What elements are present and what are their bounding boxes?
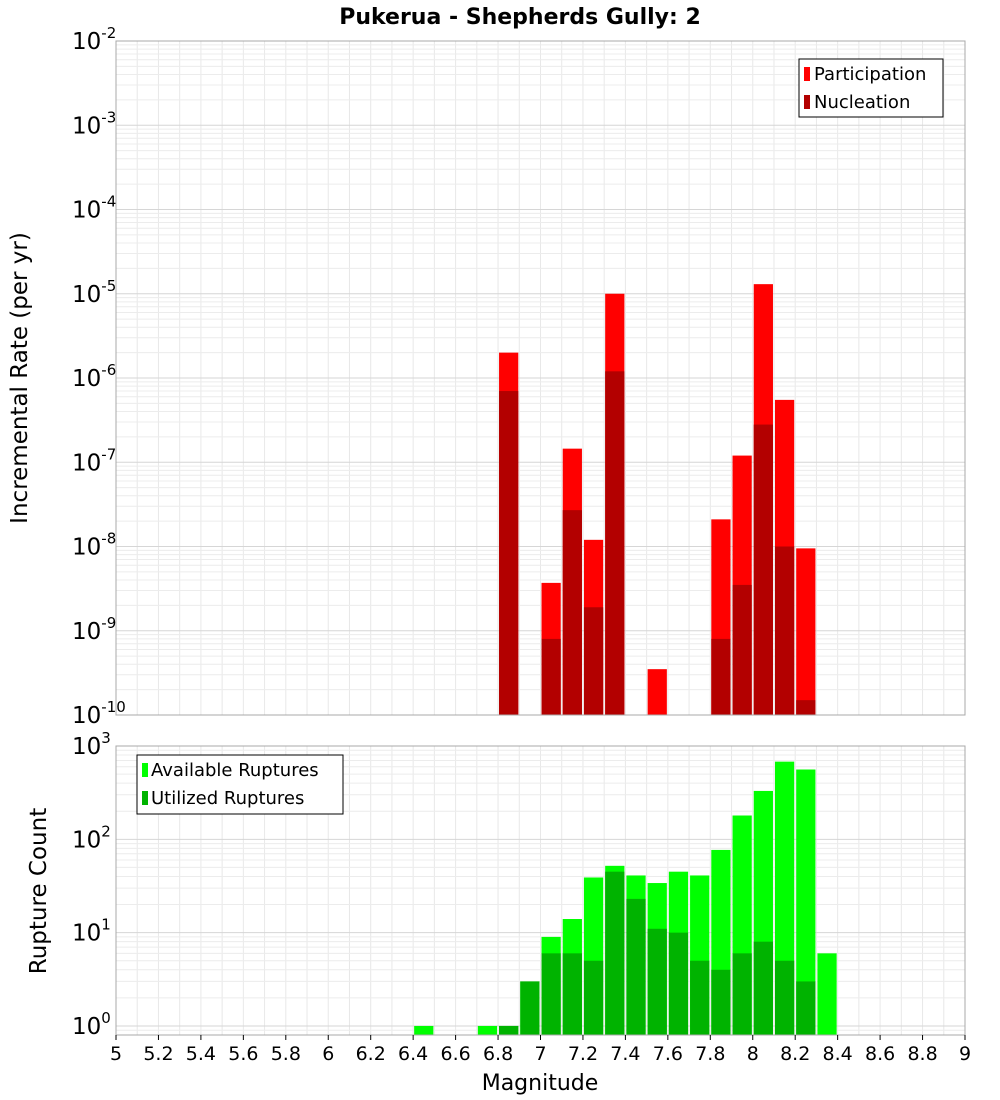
nucleation-bar	[774, 546, 795, 715]
magnitude-x-axis-label: Magnitude	[482, 1071, 599, 1096]
utilized-ruptures-bar	[690, 960, 710, 1035]
count-y-tick-label: 103	[72, 729, 111, 760]
x-tick-label: 9	[959, 1043, 971, 1065]
x-tick-label: 5.4	[186, 1043, 216, 1065]
rate-legend-box	[798, 58, 944, 118]
utilized-ruptures-bar	[583, 960, 604, 1035]
rate-legend: Participation Nucleation	[798, 58, 944, 118]
utilized-ruptures-bar	[541, 953, 561, 1035]
count-y-tick-label: 102	[72, 822, 111, 853]
utilized-ruptures-bar	[774, 960, 795, 1035]
nucleation-bar	[583, 607, 604, 715]
available-legend-label: Available Ruptures	[151, 760, 319, 781]
x-tick-label: 5.8	[271, 1043, 301, 1065]
rate-y-tick-label: 10-4	[72, 193, 116, 224]
count-y-tick-label: 100	[72, 1009, 111, 1040]
rate-y-ticks: 10-10 10-9 10-8 10-7 10-6 10-5 10-4 10-3 10-2	[72, 24, 126, 729]
available-ruptures-bar	[414, 1025, 434, 1035]
participation-bar	[647, 669, 667, 715]
utilized-ruptures-bar	[753, 941, 773, 1035]
rate-bars	[499, 284, 816, 715]
rate-y-tick-label: 10-8	[72, 530, 116, 561]
nucleation-bar	[605, 371, 625, 715]
x-tick-label: 6	[322, 1043, 334, 1065]
nucleation-bar	[732, 584, 752, 715]
nucleation-bar	[541, 638, 561, 715]
x-tick-label: 5	[110, 1043, 122, 1065]
x-tick-label: 6.2	[356, 1043, 386, 1065]
x-tick-label: 7.4	[610, 1043, 640, 1065]
rate-y-tick-label: 10-3	[72, 108, 116, 139]
nucleation-legend-label: Nucleation	[814, 92, 910, 113]
x-tick-label: 8.8	[907, 1043, 937, 1065]
count-bars	[414, 761, 837, 1035]
rate-panel: 10-10 10-9 10-8 10-7 10-6 10-5 10-4 10-3 10-2 In…	[7, 24, 966, 729]
chart-title: Pukerua - Shepherds Gully: 2	[339, 5, 701, 30]
utilized-ruptures-bar	[732, 953, 752, 1035]
rate-y-tick-label: 10-9	[72, 614, 116, 645]
count-y-axis-label: Rupture Count	[26, 808, 52, 974]
x-tick-label: 6.8	[483, 1043, 513, 1065]
rate-y-tick-label: 10-10	[72, 698, 126, 729]
utilized-ruptures-bar	[562, 953, 582, 1035]
utilized-ruptures-bar	[520, 981, 540, 1035]
rate-y-tick-label: 10-7	[72, 445, 116, 476]
rate-y-axis-label: Incremental Rate (per yr)	[7, 232, 33, 524]
rate-grid	[115, 41, 966, 716]
utilized-ruptures-bar	[668, 932, 689, 1035]
magnitude-x-ticks: 5 5.2 5.4 5.6 5.8 6 6.2 6.4 6.6 6.8 7 7.2 7.4 7.6 7.8 8…	[110, 1035, 971, 1065]
participation-legend-label: Participation	[814, 64, 926, 85]
utilized-legend-swatch	[142, 791, 148, 805]
utilized-ruptures-bar	[626, 898, 646, 1035]
nucleation-bar	[711, 638, 731, 715]
nucleation-bar	[562, 510, 582, 715]
available-legend-swatch	[142, 763, 148, 777]
count-panel: 100 101 102 103 5 5.2 5.4 5.6 5.8 6 6.2 6.4 6.6 6.8 7…	[26, 729, 971, 1096]
nucleation-bar	[753, 424, 773, 715]
nucleation-legend-swatch	[804, 95, 810, 109]
participation-legend-swatch	[804, 67, 810, 81]
x-tick-label: 5.6	[228, 1043, 258, 1065]
x-tick-label: 7.6	[653, 1043, 683, 1065]
rate-plot-border	[115, 40, 966, 716]
x-tick-label: 7.8	[695, 1043, 725, 1065]
rate-y-tick-label: 10-5	[72, 277, 116, 308]
x-tick-label: 8.4	[823, 1043, 853, 1065]
available-ruptures-bar	[796, 769, 816, 1035]
nucleation-bar	[796, 700, 816, 715]
x-tick-label: 8.2	[780, 1043, 810, 1065]
nucleation-bar	[499, 391, 519, 715]
available-ruptures-bar	[477, 1025, 498, 1035]
utilized-ruptures-bar	[796, 981, 816, 1035]
utilized-legend-label: Utilized Ruptures	[151, 788, 304, 809]
rate-y-tick-label: 10-2	[72, 24, 116, 55]
rate-y-tick-label: 10-6	[72, 361, 116, 392]
utilized-ruptures-bar	[605, 871, 625, 1035]
x-tick-label: 7.2	[568, 1043, 598, 1065]
count-y-tick-label: 101	[72, 916, 111, 947]
x-tick-label: 8.6	[865, 1043, 895, 1065]
utilized-ruptures-bar	[711, 969, 731, 1035]
utilized-ruptures-bar	[647, 928, 667, 1035]
count-legend-box	[136, 754, 344, 815]
x-tick-label: 8	[747, 1043, 759, 1065]
participation-bar	[796, 548, 816, 715]
x-tick-label: 6.6	[440, 1043, 470, 1065]
x-tick-label: 5.2	[143, 1043, 173, 1065]
available-ruptures-bar	[817, 953, 837, 1035]
x-tick-label: 6.4	[398, 1043, 428, 1065]
count-y-ticks: 100 101 102 103	[72, 729, 111, 1040]
x-tick-label: 7	[534, 1043, 546, 1065]
utilized-ruptures-bar	[499, 1025, 519, 1035]
count-grid	[115, 746, 966, 1036]
count-legend: Available Ruptures Utilized Ruptures	[136, 754, 344, 815]
